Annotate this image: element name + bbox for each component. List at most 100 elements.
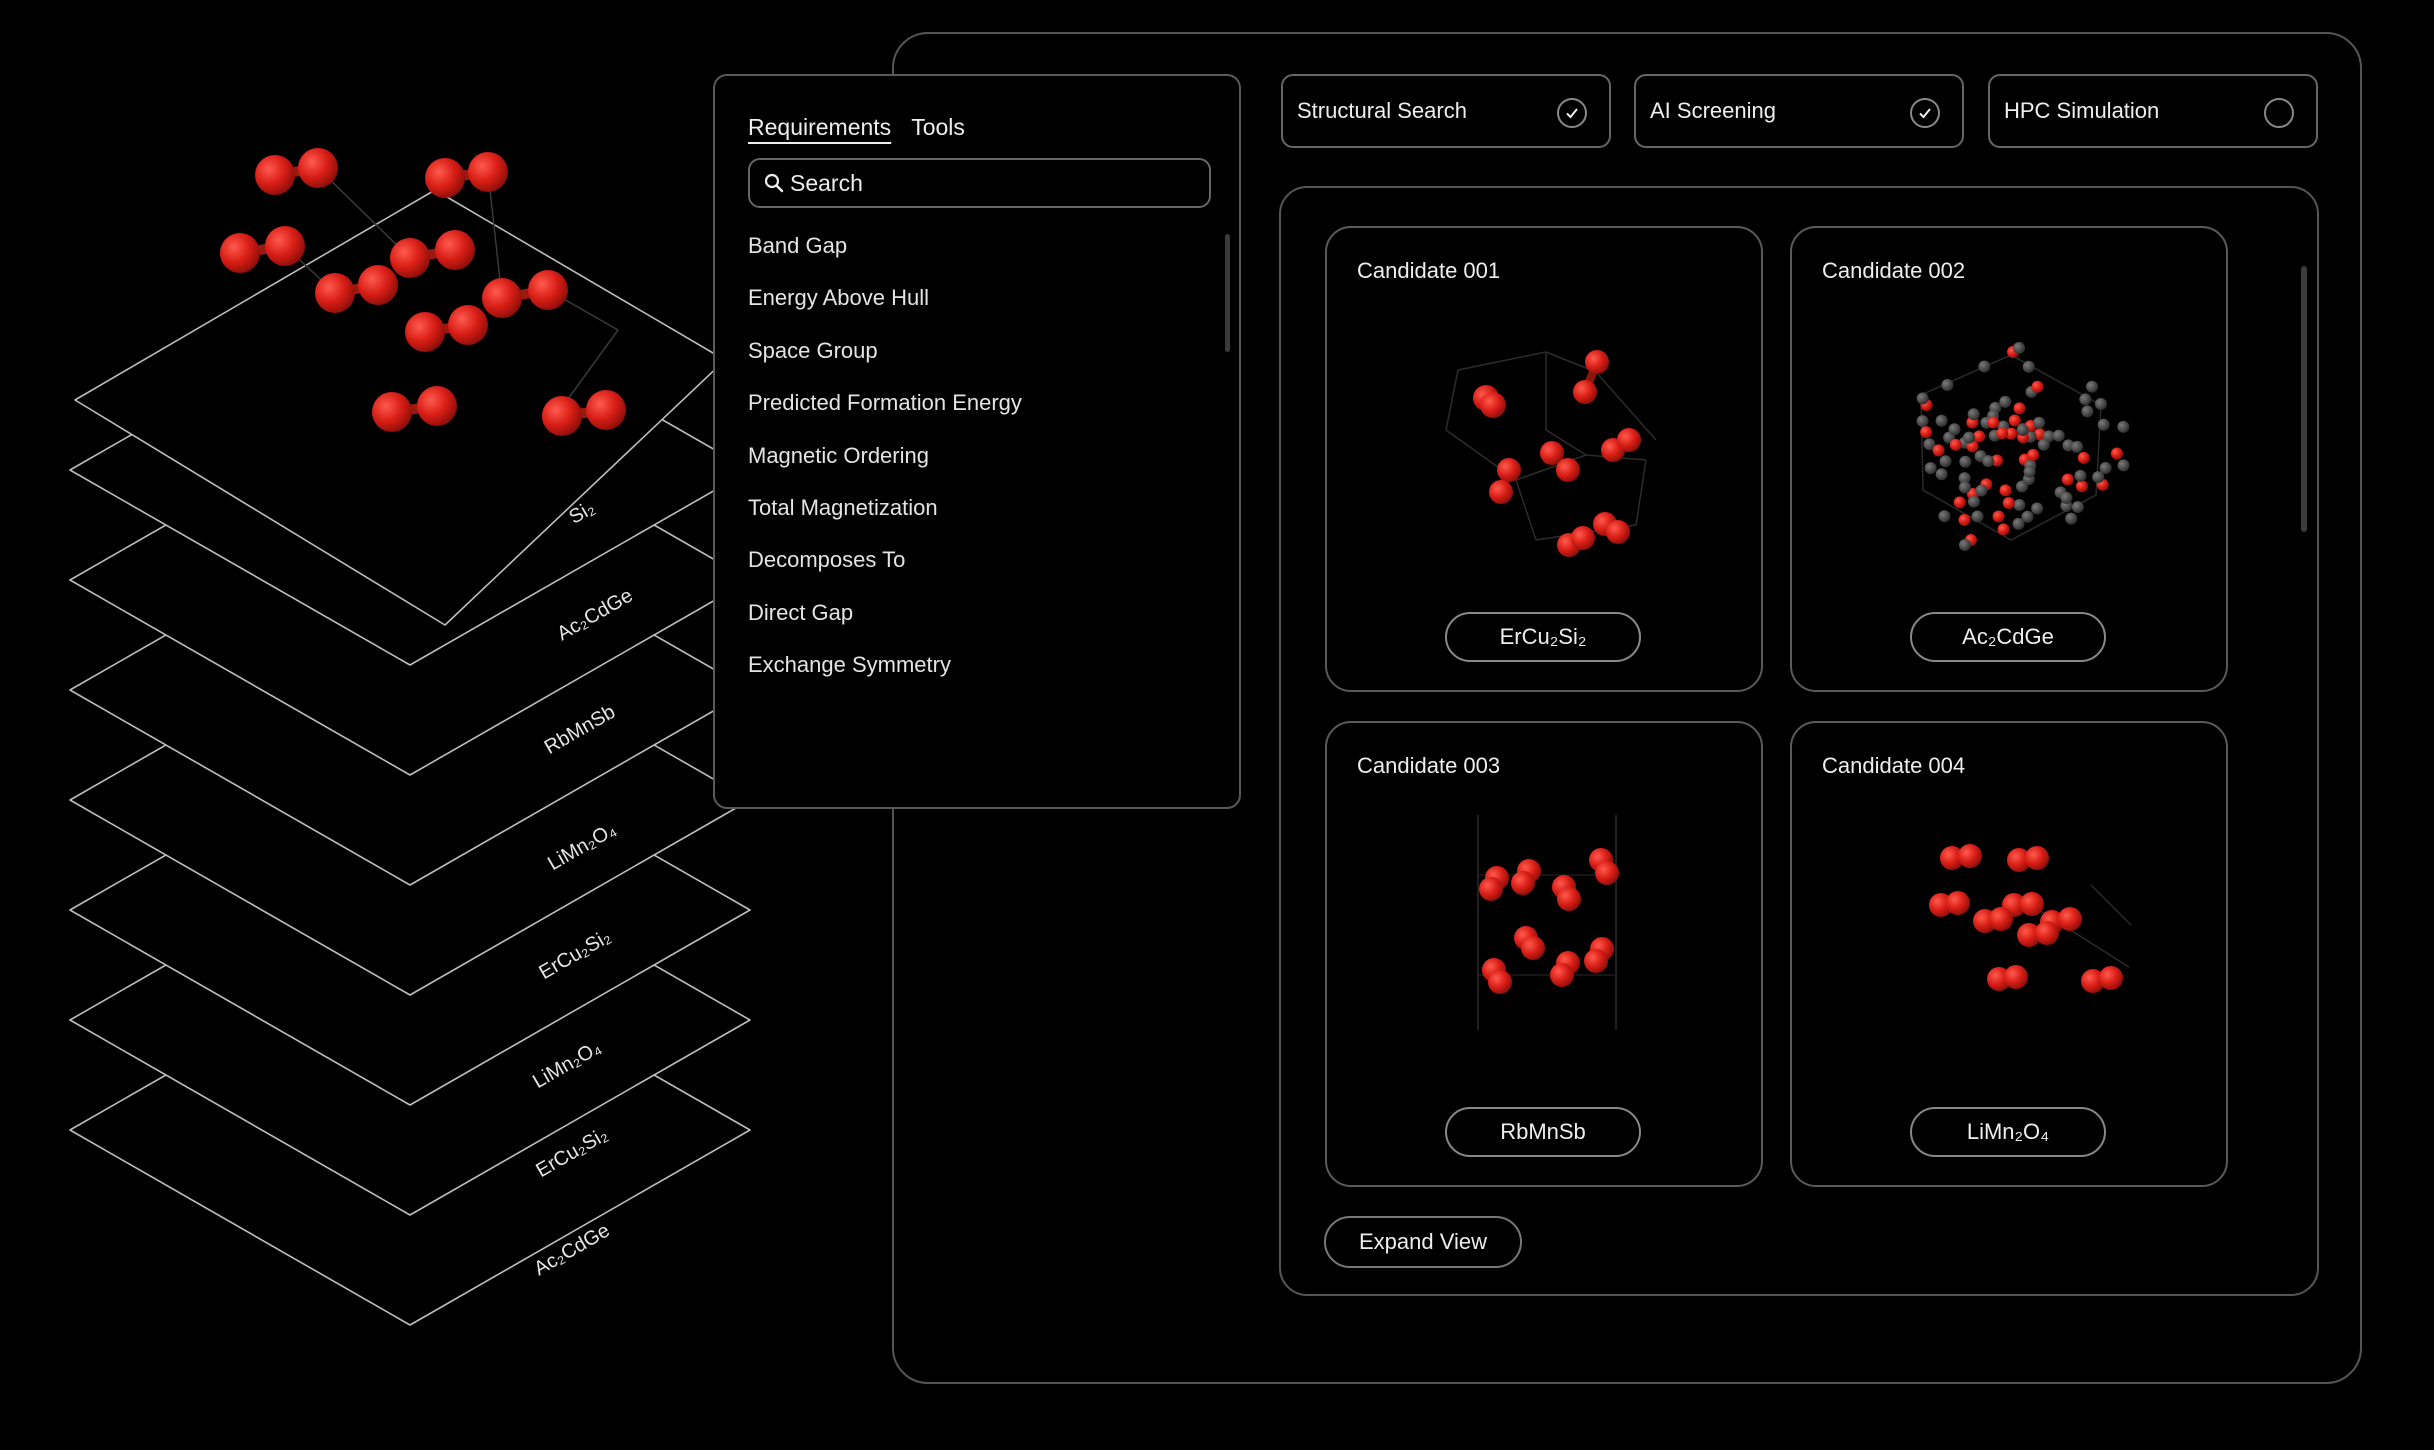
atom	[1959, 539, 1971, 551]
atom	[1999, 395, 2012, 408]
atom	[2012, 517, 2025, 530]
atom	[1949, 438, 1962, 451]
atom	[2027, 448, 2040, 461]
atom	[435, 230, 475, 270]
step-structural-search[interactable]: Structural Search	[1281, 74, 1611, 148]
atom	[358, 265, 398, 305]
tab-requirements[interactable]: Requirements	[748, 114, 892, 140]
requirements-scrollbar[interactable]	[1225, 234, 1230, 352]
candidate-card-004[interactable]: Candidate 004 LiMn₂O₄	[1790, 721, 2228, 1187]
atom	[2099, 966, 2123, 990]
molecule	[405, 305, 488, 352]
atom	[1480, 392, 1506, 418]
atom	[1585, 350, 1609, 374]
atom	[2017, 923, 2041, 947]
atom	[417, 386, 457, 426]
atom	[2117, 459, 2130, 472]
atom	[1479, 877, 1503, 901]
tab-tools[interactable]: Tools	[911, 114, 965, 140]
atom	[1941, 379, 1954, 392]
atom	[1958, 844, 1982, 868]
atom	[1940, 846, 1964, 870]
atom	[390, 238, 430, 278]
requirement-item[interactable]: Exchange Symmetry	[748, 652, 951, 678]
atom	[2007, 848, 2031, 872]
check-circle-icon	[1557, 98, 1587, 128]
atom	[1999, 484, 2012, 497]
atom	[1967, 408, 1980, 421]
atom	[2033, 416, 2046, 429]
atom	[1953, 496, 1966, 509]
atom	[1973, 430, 1986, 443]
atom	[1946, 891, 1970, 915]
atom	[1511, 871, 1535, 895]
requirements-list: Band Gap Energy Above Hull Space Group P…	[748, 232, 1022, 704]
requirement-item[interactable]: Band Gap	[748, 233, 848, 258]
expand-view-button[interactable]: Expand View	[1324, 1216, 1522, 1268]
atom	[1916, 415, 1929, 428]
requirement-item[interactable]: Magnetic Ordering	[748, 442, 929, 468]
results-grid	[1279, 186, 2319, 1296]
search-box[interactable]	[748, 158, 1211, 208]
atom	[1932, 444, 1945, 457]
candidate-title: Candidate 003	[1357, 753, 1501, 778]
atom	[2033, 428, 2046, 441]
atom	[1550, 963, 1574, 987]
atom	[2035, 921, 2059, 945]
atom	[2075, 480, 2088, 493]
atom	[2025, 846, 2049, 870]
atom	[542, 396, 582, 436]
atom	[1920, 426, 1933, 439]
panel-tabs: Requirements Tools	[748, 114, 965, 141]
step-hpc-simulation[interactable]: HPC Simulation	[1988, 74, 2318, 148]
atom	[2016, 423, 2029, 436]
requirement-item[interactable]: Energy Above Hull	[748, 285, 929, 311]
atom	[2077, 451, 2090, 464]
atom	[2094, 397, 2107, 410]
atom	[1584, 949, 1608, 973]
atom	[1963, 431, 1976, 444]
atom	[1958, 481, 1971, 494]
molecule	[315, 265, 398, 313]
candidate-card-003[interactable]: Candidate 003 RbMnSb	[1325, 721, 1763, 1187]
atom	[2086, 380, 2099, 393]
step-ai-screening[interactable]: AI Screening	[1634, 74, 1964, 148]
step-label: Structural Search	[1297, 98, 1467, 123]
formula-button[interactable]: Ac₂CdGe	[1910, 612, 2106, 662]
atom	[482, 278, 522, 318]
atom	[2013, 499, 2026, 512]
atom	[1595, 861, 1619, 885]
atom	[2023, 465, 2036, 478]
atom	[2065, 512, 2078, 525]
requirement-item[interactable]: Predicted Formation Energy	[748, 390, 1022, 416]
atom	[2060, 491, 2073, 504]
atom	[1975, 484, 1988, 497]
atom	[2005, 427, 2018, 440]
atom	[2031, 502, 2044, 515]
atom	[2079, 393, 2092, 406]
search-icon	[764, 173, 784, 193]
requirement-item[interactable]: Decomposes To	[748, 547, 906, 573]
requirement-item[interactable]: Space Group	[748, 337, 878, 363]
atom	[2021, 510, 2034, 523]
atom	[2037, 438, 2050, 451]
atom	[2092, 471, 2105, 484]
search-input[interactable]	[790, 169, 1170, 197]
atom	[1978, 360, 1991, 373]
candidate-card-001[interactable]: Candidate 001 ErCu₂Si₂	[1325, 226, 1763, 692]
candidate-card-002[interactable]: Candidate 002 Ac₂CdGe	[1790, 226, 2228, 692]
molecule	[425, 152, 508, 198]
step-label: HPC Simulation	[2004, 98, 2160, 123]
formula-button[interactable]: RbMnSb	[1445, 1107, 1641, 1157]
atom	[1987, 416, 2000, 429]
formula-button[interactable]: ErCu₂Si₂	[1445, 612, 1641, 662]
atom	[425, 158, 465, 198]
requirement-item[interactable]: Total Magnetization	[748, 494, 938, 520]
atom	[405, 312, 445, 352]
results-scrollbar[interactable]	[2301, 266, 2307, 532]
formula-button[interactable]: LiMn₂O₄	[1910, 1107, 2106, 1157]
requirement-item[interactable]: Direct Gap	[748, 599, 854, 625]
atom	[1958, 472, 1971, 485]
atom	[255, 155, 295, 195]
atom	[1967, 495, 1980, 508]
